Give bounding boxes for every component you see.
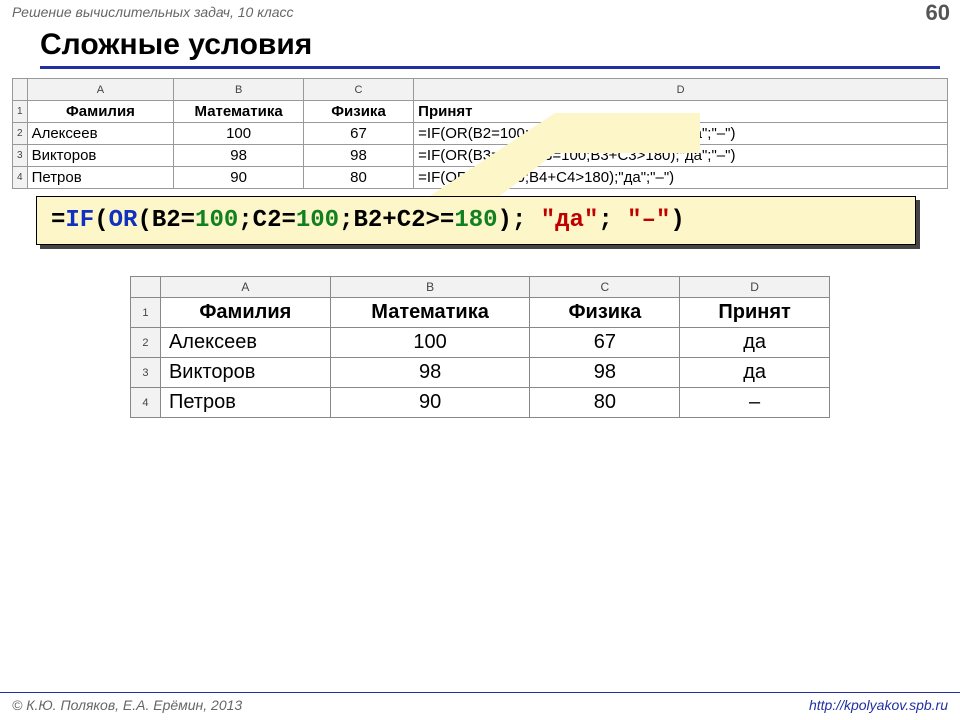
header-bar: Решение вычислительных задач, 10 класс [0, 0, 960, 24]
formula-table: ABCD1ФамилияМатематикаФизикаПринят2Алекс… [12, 78, 948, 189]
spreadsheet-table-2: ABCD1ФамилияМатематикаФизикаПринят2Алекс… [130, 276, 830, 418]
result-table: ABCD1ФамилияМатематикаФизикаПринят2Алекс… [130, 276, 830, 418]
course-name: Решение вычислительных задач, 10 класс [12, 4, 294, 20]
source-url: http://kpolyakov.spb.ru [809, 697, 948, 713]
page-title: Сложные условия [40, 28, 940, 69]
spreadsheet-table-1: ABCD1ФамилияМатематикаФизикаПринят2Алекс… [12, 78, 948, 189]
copyright: © К.Ю. Поляков, Е.А. Ерёмин, 2013 [12, 697, 242, 713]
footer-bar: © К.Ю. Поляков, Е.А. Ерёмин, 2013 http:/… [0, 692, 960, 720]
formula-callout: =IF(OR(B2=100;C2=100;B2+C2>=180); "да"; … [36, 196, 916, 245]
page-number: 60 [926, 0, 950, 26]
